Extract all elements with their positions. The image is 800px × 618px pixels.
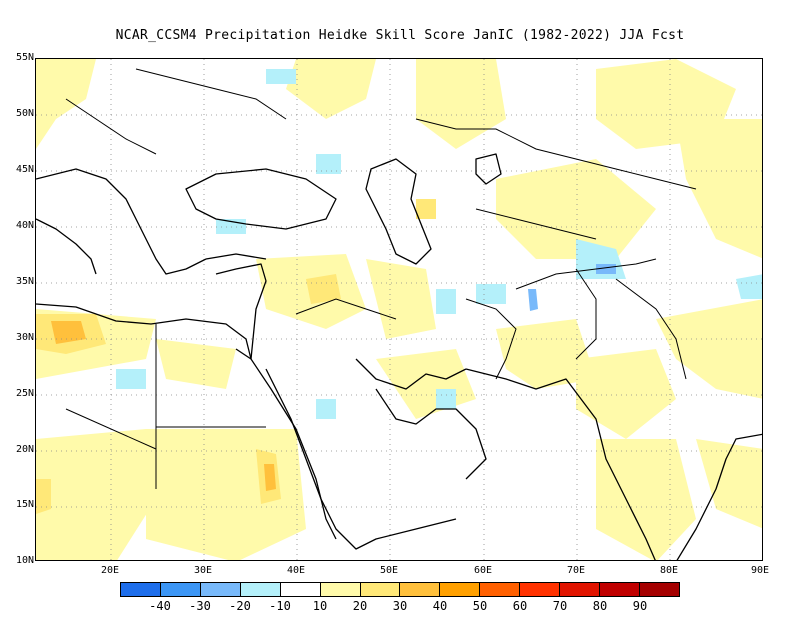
colorbar-label: 80 bbox=[592, 599, 608, 613]
colorbar-swatch bbox=[600, 583, 640, 596]
colorbar-label: 70 bbox=[552, 599, 568, 613]
colorbar-swatch bbox=[400, 583, 441, 596]
lon-label-30e: 30E bbox=[193, 565, 213, 576]
colorbar-swatch bbox=[639, 583, 679, 596]
colorbar-label: 20 bbox=[352, 599, 368, 613]
strong-negative-skill-areas bbox=[528, 264, 616, 311]
lon-label-80e: 80E bbox=[659, 565, 679, 576]
coastlines bbox=[36, 153, 762, 560]
colorbar-label: 40 bbox=[432, 599, 448, 613]
lat-label-55n: 55N bbox=[15, 52, 34, 63]
colorbar-label: -30 bbox=[189, 599, 211, 613]
colorbar bbox=[120, 582, 680, 597]
lat-label-30n: 30N bbox=[15, 332, 34, 343]
colorbar-label: 30 bbox=[392, 599, 408, 613]
colorbar-label: 90 bbox=[632, 599, 648, 613]
colorbar-swatch bbox=[320, 583, 361, 596]
skill-map bbox=[36, 59, 762, 560]
lat-label-15n: 15N bbox=[15, 499, 34, 510]
colorbar-swatch bbox=[160, 583, 201, 596]
lon-label-40e: 40E bbox=[286, 565, 306, 576]
colorbar-label: 10 bbox=[312, 599, 328, 613]
colorbar-swatch bbox=[440, 583, 481, 596]
colorbar-label: -20 bbox=[229, 599, 251, 613]
lat-label-50n: 50N bbox=[15, 108, 34, 119]
lat-label-45n: 45N bbox=[15, 164, 34, 175]
lon-label-50e: 50E bbox=[379, 565, 399, 576]
lat-label-25n: 25N bbox=[15, 388, 34, 399]
lon-label-90e: 90E bbox=[750, 565, 770, 576]
colorbar-swatch bbox=[520, 583, 561, 596]
colorbar-swatch bbox=[480, 583, 521, 596]
colorbar-swatch bbox=[240, 583, 281, 596]
positive-skill-areas bbox=[36, 59, 762, 560]
lat-label-10n: 10N bbox=[15, 555, 34, 566]
chart-title: NCAR_CCSM4 Precipitation Heidke Skill Sc… bbox=[115, 28, 685, 43]
lat-label-40n: 40N bbox=[15, 220, 34, 231]
colorbar-label: 60 bbox=[512, 599, 528, 613]
colorbar-swatch bbox=[200, 583, 241, 596]
colorbar-swatch bbox=[280, 583, 321, 596]
colorbar-label: 50 bbox=[472, 599, 488, 613]
map-panel bbox=[35, 58, 763, 561]
colorbar-label: -40 bbox=[149, 599, 171, 613]
country-borders bbox=[65, 68, 697, 489]
lat-label-20n: 20N bbox=[15, 444, 34, 455]
lon-label-70e: 70E bbox=[566, 565, 586, 576]
negative-skill-areas bbox=[116, 69, 762, 419]
orange-skill-areas bbox=[51, 321, 276, 491]
colorbar-swatch bbox=[560, 583, 601, 596]
colorbar-swatch bbox=[360, 583, 401, 596]
lon-label-60e: 60E bbox=[473, 565, 493, 576]
colorbar-label: -10 bbox=[269, 599, 291, 613]
colorbar-swatch bbox=[121, 583, 161, 596]
lat-label-35n: 35N bbox=[15, 276, 34, 287]
lon-label-20e: 20E bbox=[100, 565, 120, 576]
